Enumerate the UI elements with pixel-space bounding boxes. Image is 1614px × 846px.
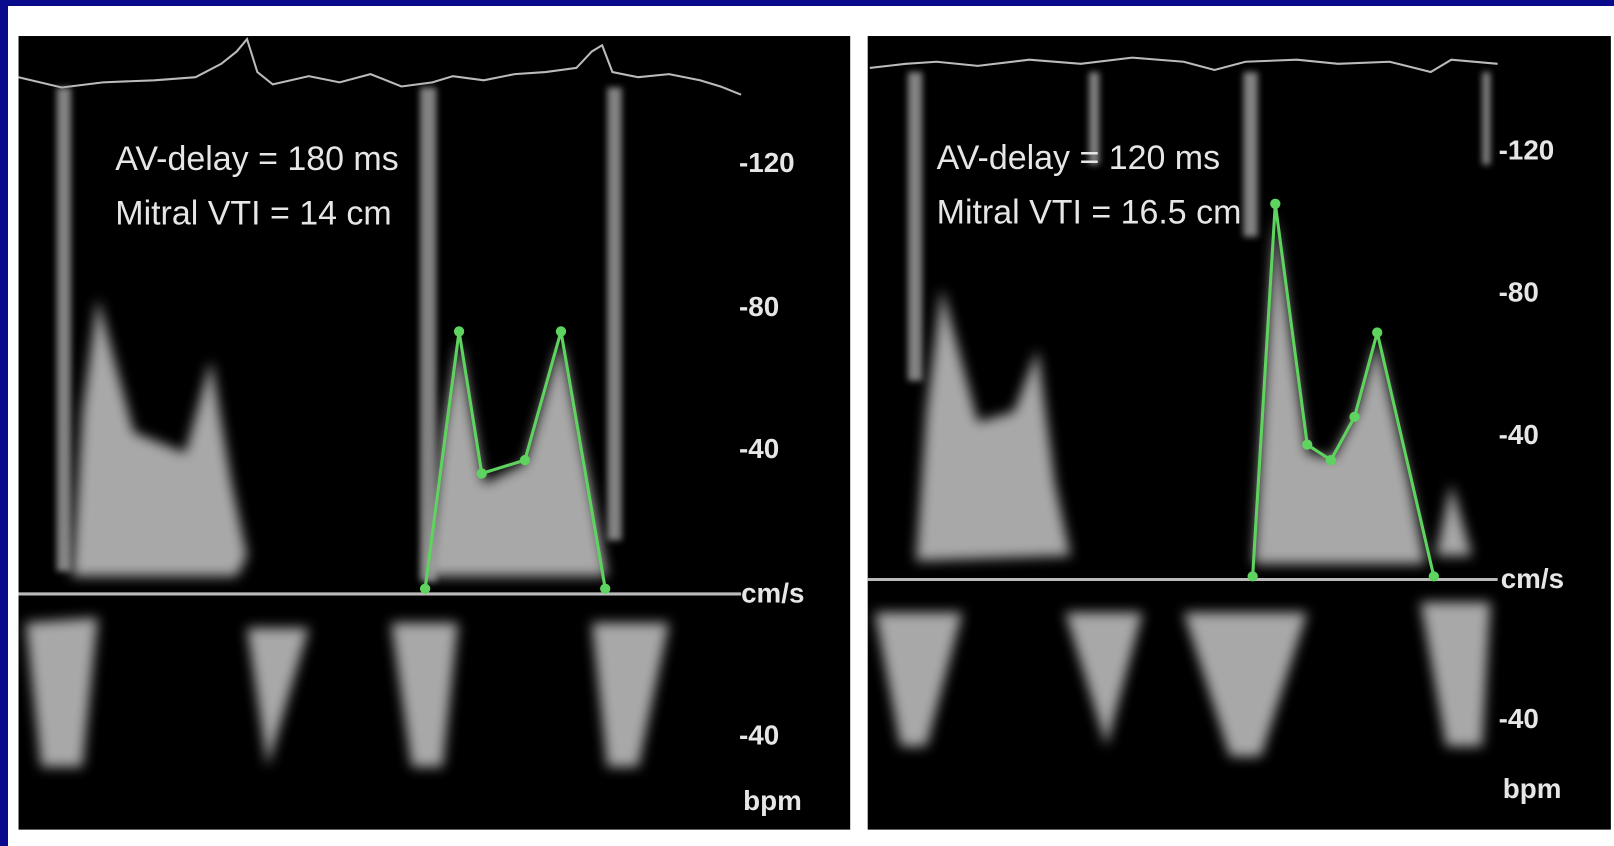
annotation: Mitral VTI = 14 cm xyxy=(115,194,391,232)
annotation: Mitral VTI = 16.5 cm xyxy=(937,193,1242,231)
top-border xyxy=(0,0,1614,6)
ecg-trace xyxy=(18,37,742,96)
scale-label: bpm xyxy=(743,785,802,816)
trace-points xyxy=(1247,198,1439,582)
envelope-trace xyxy=(423,331,607,590)
content: AV-delay = 180 ms Mitral VTI = 14 cm -12… xyxy=(18,36,1611,830)
scale-label: bpm xyxy=(1503,773,1562,804)
scale-label: -120 xyxy=(1499,135,1555,166)
scale-label: cm/s xyxy=(741,577,804,608)
scale-label: -40 xyxy=(1499,703,1539,734)
scale-label: -80 xyxy=(1499,277,1539,308)
scale-label: -40 xyxy=(739,433,779,464)
trace-points xyxy=(419,326,611,594)
doppler-spectrum xyxy=(25,298,670,767)
left-border xyxy=(0,0,8,846)
valve-streaks xyxy=(56,87,622,582)
ecg-trace xyxy=(869,56,1498,74)
valve-streaks xyxy=(907,72,1491,381)
scale-label: -80 xyxy=(739,291,779,322)
scale-label: -40 xyxy=(1499,419,1539,450)
scale-label: cm/s xyxy=(1501,563,1564,594)
scale-label: -40 xyxy=(739,719,779,750)
panel-left: AV-delay = 180 ms Mitral VTI = 14 cm -12… xyxy=(18,36,851,830)
doppler-spectrum xyxy=(874,216,1491,757)
scale-label: -120 xyxy=(739,147,795,178)
panel-right: AV-delay = 120 ms Mitral VTI = 16.5 cm -… xyxy=(867,36,1611,830)
annotation: AV-delay = 180 ms xyxy=(115,140,398,178)
annotation: AV-delay = 120 ms xyxy=(937,139,1220,177)
